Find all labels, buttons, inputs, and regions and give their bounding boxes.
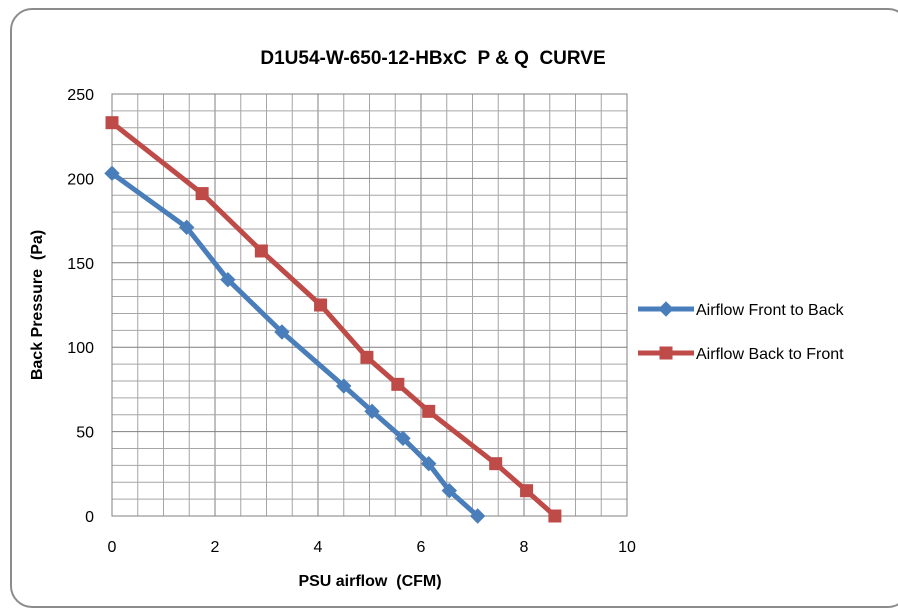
series-2 bbox=[105, 116, 562, 523]
y-tick-label: 100 bbox=[67, 340, 94, 357]
legend-marker bbox=[659, 346, 673, 360]
y-tick-label: 200 bbox=[67, 171, 94, 188]
x-tick-label: 0 bbox=[108, 539, 117, 556]
y-tick-label: 50 bbox=[76, 425, 94, 442]
legend: Airflow Front to Back Airflow Back to Fro… bbox=[638, 301, 845, 363]
data-point bbox=[520, 484, 534, 498]
legend-item: Airflow Back to Front bbox=[638, 346, 844, 363]
series-1 bbox=[104, 165, 486, 524]
data-point bbox=[195, 187, 209, 201]
legend-item: Airflow Front to Back bbox=[638, 301, 845, 319]
y-axis-title: Back Pressure (Pa) bbox=[29, 230, 46, 380]
x-tick-label: 4 bbox=[314, 539, 323, 556]
legend-label: Airflow Front to Back bbox=[696, 302, 845, 319]
y-tick-label: 0 bbox=[85, 509, 94, 526]
data-point bbox=[391, 377, 405, 391]
x-tick-label: 8 bbox=[520, 539, 529, 556]
data-point bbox=[314, 298, 328, 312]
data-point bbox=[105, 116, 119, 130]
series-line bbox=[109, 120, 558, 519]
x-axis-title: PSU airflow (CFM) bbox=[298, 573, 441, 590]
series-layer bbox=[104, 116, 562, 524]
data-point bbox=[336, 378, 352, 394]
data-point bbox=[421, 455, 437, 472]
data-point bbox=[441, 482, 458, 499]
data-point bbox=[489, 457, 503, 471]
grid bbox=[111, 93, 628, 517]
x-tick-label: 2 bbox=[211, 539, 220, 556]
plot-area-border bbox=[111, 93, 628, 517]
data-point bbox=[422, 404, 436, 418]
data-point bbox=[178, 219, 195, 236]
chart-title: D1U54-W-650-12-HBxC P & Q CURVE bbox=[260, 48, 605, 69]
data-point bbox=[360, 350, 374, 364]
data-point bbox=[395, 430, 411, 447]
data-point bbox=[104, 165, 120, 182]
data-point bbox=[274, 324, 290, 340]
y-tick-label: 150 bbox=[67, 256, 94, 273]
legend-label: Airflow Back to Front bbox=[696, 346, 844, 363]
data-point bbox=[364, 403, 380, 420]
x-tick-label: 10 bbox=[618, 539, 636, 556]
y-tick-label: 250 bbox=[67, 87, 94, 104]
series-line bbox=[109, 170, 481, 519]
data-point bbox=[469, 508, 486, 524]
data-point bbox=[254, 244, 268, 258]
legend-marker bbox=[658, 301, 674, 317]
data-point bbox=[220, 271, 236, 288]
data-point bbox=[548, 509, 562, 523]
x-tick-label: 6 bbox=[417, 539, 426, 556]
